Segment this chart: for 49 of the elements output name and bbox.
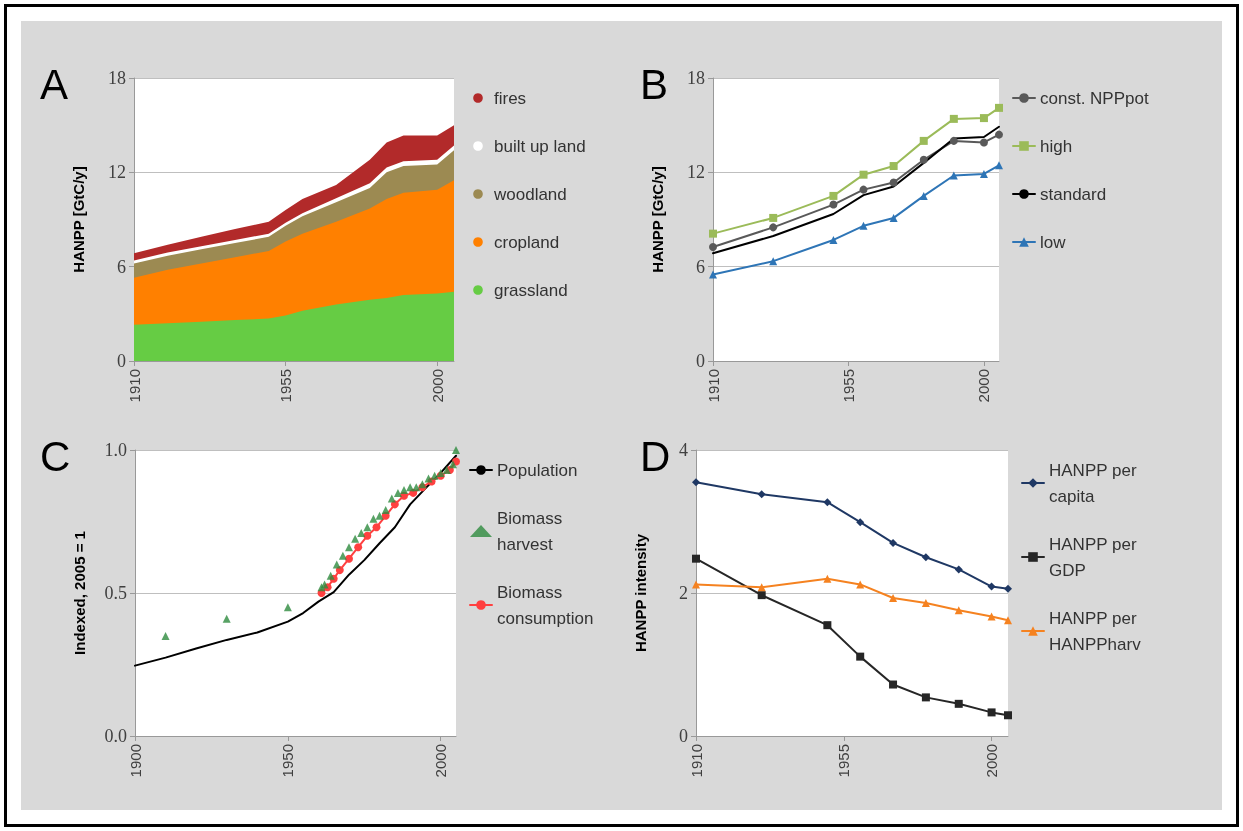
legend-label: HANPP per GDP: [1049, 534, 1142, 580]
legend-label: woodland: [493, 184, 567, 204]
x-tick-label: 1950: [279, 744, 297, 778]
legend-label: const. NPPpot: [1040, 88, 1149, 108]
y-tick-label: 0: [679, 726, 688, 746]
y-tick-label: 0.0: [104, 726, 127, 746]
legend-label: Biomass harvest: [497, 508, 567, 554]
x-tick-label: 1910: [687, 744, 705, 778]
legend-label: low: [1040, 232, 1067, 252]
x-tick-label: 2000: [432, 744, 450, 778]
y-axis-title: HANPP [GtC/y]: [70, 166, 87, 273]
legend-label: Biomass consumption: [497, 582, 594, 628]
legend-label: grassland: [494, 280, 568, 300]
x-tick-label: 1955: [839, 369, 857, 403]
x-tick-label: 1955: [835, 744, 853, 778]
legend-label: Population: [497, 460, 578, 480]
legend-label: fires: [494, 88, 527, 108]
y-tick-label: 0: [117, 351, 126, 371]
x-tick-label: 2000: [983, 744, 1001, 778]
y-tick-label: 6: [696, 256, 705, 277]
legend-label: standard: [1040, 184, 1107, 204]
y-tick-label: 0.5: [104, 583, 127, 603]
chart-title: B: [640, 60, 669, 108]
legend-label: high: [1040, 136, 1073, 156]
y-axis-title: HANPP intensity: [632, 533, 649, 653]
y-tick-label: 4: [679, 440, 688, 460]
x-tick-label: 1910: [704, 369, 722, 403]
x-tick-label: 1900: [126, 744, 144, 778]
x-tick-label: 2000: [428, 369, 446, 403]
chart-title: D: [640, 432, 671, 480]
legend-label: cropland: [494, 232, 560, 252]
legend-label: HANPP per capita: [1049, 460, 1142, 506]
legend-label: built up land: [494, 136, 586, 156]
y-axis-title: HANPP [GtC/y]: [649, 166, 666, 273]
y-tick-label: 18: [108, 68, 126, 88]
y-tick-label: 12: [687, 162, 705, 183]
chart-title: A: [40, 60, 69, 108]
y-tick-label: 12: [108, 162, 126, 183]
y-tick-label: 6: [117, 256, 126, 277]
x-tick-label: 1955: [277, 369, 295, 403]
x-tick-label: 2000: [975, 369, 993, 403]
legend-label: HANPP per HANPPharv: [1049, 608, 1142, 654]
y-tick-label: 18: [687, 68, 705, 88]
x-tick-label: 1910: [125, 369, 143, 403]
y-tick-label: 0: [696, 351, 705, 371]
y-axis-title: Indexed, 2005 = 1: [71, 531, 88, 655]
y-tick-label: 2: [679, 583, 688, 603]
y-tick-label: 1.0: [104, 440, 127, 460]
chart-title: C: [40, 432, 71, 480]
